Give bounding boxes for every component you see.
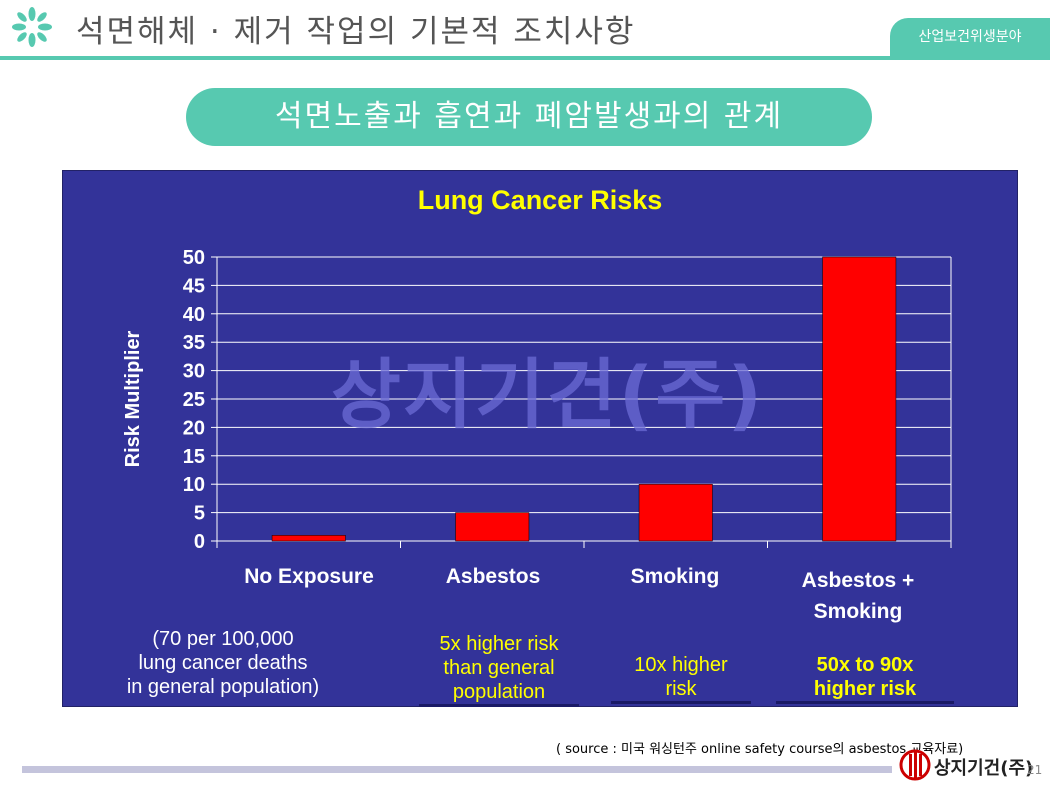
slide-header: 석면해체 · 제거 작업의 기본적 조치사항 산업보건위생분야 bbox=[0, 0, 1050, 62]
footer-bar bbox=[22, 766, 892, 773]
note-general-population: (70 per 100,000 lung cancer deaths in ge… bbox=[126, 628, 320, 698]
bar-chart: 0 5 10 15 20 25 30 35 40 45 50 Risk Multiplier bbox=[122, 247, 952, 553]
pinwheel-logo-icon bbox=[12, 7, 52, 47]
watermark: 상지기건(주) bbox=[331, 350, 765, 439]
y-tick-label: 10 bbox=[183, 474, 205, 496]
slide-subtitle: 석면노출과 흡연과 폐암발생과의 관계 bbox=[186, 88, 872, 146]
y-axis-label: Risk Multiplier bbox=[122, 330, 144, 467]
header-divider bbox=[0, 56, 1050, 60]
bar-1 bbox=[271, 535, 346, 542]
source-citation: ( source : 미국 워싱턴주 online safety course의… bbox=[556, 742, 964, 757]
y-tick-label: 25 bbox=[183, 389, 205, 411]
category-label-asbestos-smoking: Asbestos + Smoking bbox=[753, 565, 963, 627]
note-smoking: 10x higher risk bbox=[611, 653, 751, 704]
category-label-asbestos: Asbestos bbox=[445, 565, 541, 588]
chart-panel: 0 5 10 15 20 25 30 35 40 45 50 Risk Multiplier 상지기건… bbox=[62, 170, 1018, 707]
y-tick-label: 30 bbox=[183, 361, 205, 383]
bar-4 bbox=[822, 256, 897, 542]
y-tick-label: 0 bbox=[194, 531, 205, 553]
category-label-line: Asbestos + bbox=[801, 569, 915, 592]
company-name: 상지기건(주) bbox=[934, 758, 1034, 779]
section-tag: 산업보건위생분야 bbox=[890, 18, 1050, 56]
note-asbestos: 5x higher risk than general population bbox=[419, 632, 579, 707]
category-label-line: Smoking bbox=[813, 600, 903, 623]
y-tick-label: 15 bbox=[183, 446, 205, 468]
note-combined: 50x to 90x higher risk bbox=[776, 653, 954, 704]
y-tick-label: 50 bbox=[183, 247, 205, 269]
category-label-no-exposure: No Exposure bbox=[244, 565, 374, 588]
page-title: 석면해체 · 제거 작업의 기본적 조치사항 bbox=[76, 14, 636, 50]
company-logo-icon bbox=[899, 749, 931, 781]
bar-2 bbox=[455, 512, 530, 542]
company-logo: 상지기건(주) bbox=[898, 748, 1033, 782]
y-tick-label: 40 bbox=[183, 304, 205, 326]
y-tick-label: 5 bbox=[194, 503, 205, 525]
category-label-smoking: Smoking bbox=[630, 565, 720, 588]
bar-3 bbox=[638, 483, 713, 542]
y-tick-label: 45 bbox=[183, 275, 205, 297]
page-number: 21 bbox=[1027, 763, 1043, 777]
chart-title: Lung Cancer Risks bbox=[417, 185, 663, 215]
y-tick-label: 20 bbox=[183, 417, 205, 439]
y-tick-label: 35 bbox=[183, 332, 205, 354]
